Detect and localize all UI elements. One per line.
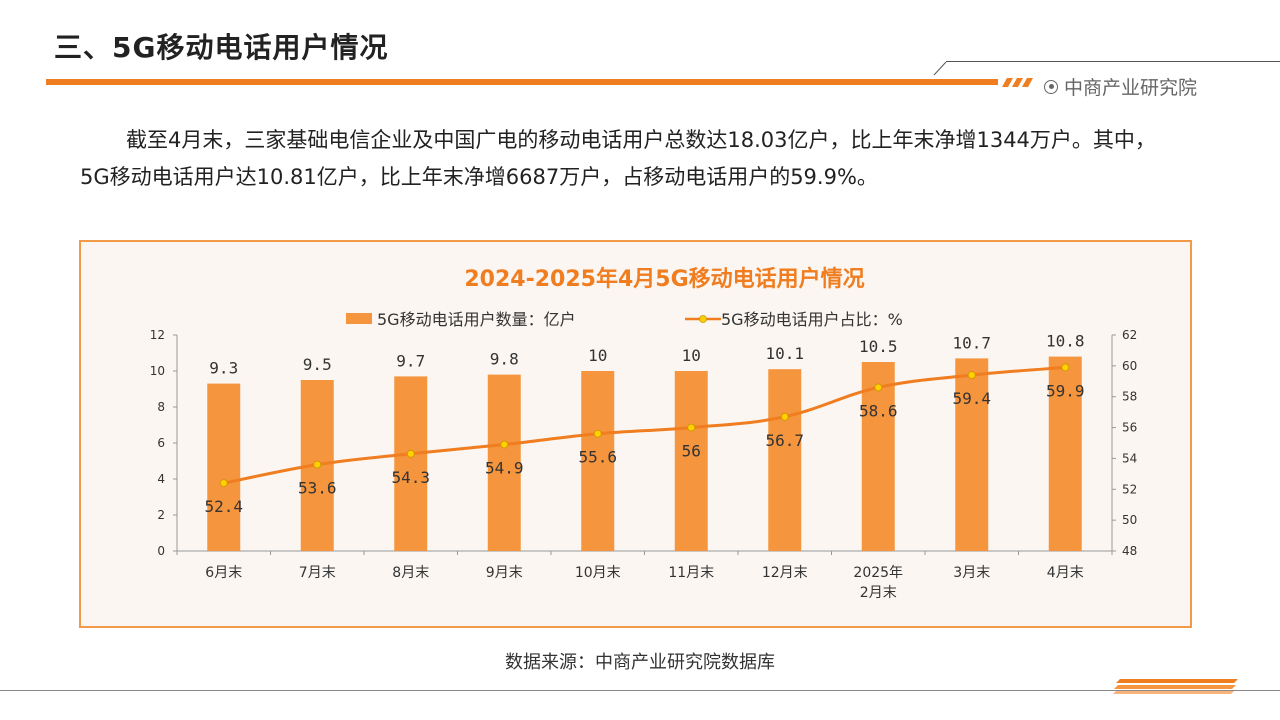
ratio-value-label: 58.6: [859, 401, 898, 420]
header-rule: [946, 61, 1280, 62]
ratio-point: [967, 371, 976, 380]
bar: [207, 383, 241, 551]
y-left-tick-label: 10: [150, 364, 165, 378]
bar: [674, 371, 708, 551]
chart: 2024-2025年4月5G移动电话用户情况 5G移动电话用户数量：亿户 5G移动电…: [150, 266, 1138, 601]
footer-rule: [0, 690, 1280, 691]
brand: 中商产业研究院: [1044, 73, 1197, 100]
legend-bar-swatch: [346, 313, 372, 324]
bar-value-label: 9.8: [490, 350, 519, 369]
ratio-point: [687, 423, 696, 432]
y-left-tick-label: 2: [157, 508, 165, 522]
data-source: 数据来源：中商产业研究院数据库: [505, 652, 775, 673]
ratio-point: [593, 429, 602, 438]
x-tick-label: 3月末: [953, 565, 990, 581]
x-tick-label: 2025年: [853, 565, 903, 581]
bar-value-label: 10.8: [1046, 332, 1085, 351]
y-right-tick-label: 48: [1122, 544, 1137, 558]
chart-panel: 2024-2025年4月5G移动电话用户情况 5G移动电话用户数量：亿户 5G移动电…: [79, 240, 1192, 628]
ratio-value-label: 54.3: [391, 468, 430, 487]
ratio-point: [874, 383, 883, 392]
bar: [861, 362, 895, 551]
bar: [487, 374, 521, 551]
ratio-point: [313, 460, 322, 469]
y-right-tick-label: 60: [1122, 359, 1137, 373]
ratio-point: [500, 440, 509, 449]
legend-line-marker: [699, 315, 707, 323]
x-tick-label: 2月末: [860, 585, 897, 601]
ratio-value-label: 56: [682, 442, 701, 461]
brand-name: 中商产业研究院: [1064, 77, 1198, 99]
bar: [1048, 356, 1082, 551]
y-left-tick-label: 4: [157, 472, 165, 486]
y-right-tick-label: 52: [1122, 482, 1137, 496]
ratio-value-label: 55.6: [578, 448, 617, 467]
bar-value-label: 10.7: [952, 333, 991, 352]
footer-stripes: [1113, 679, 1238, 694]
y-left-tick-label: 12: [150, 328, 165, 342]
y-right-tick-label: 54: [1122, 451, 1137, 465]
ratio-value-label: 52.4: [204, 497, 243, 516]
y-left-tick-label: 0: [157, 544, 165, 558]
ratio-value-label: 53.6: [298, 479, 337, 498]
ratio-value-label: 54.9: [485, 459, 524, 478]
y-left-tick-label: 8: [157, 400, 165, 414]
title-stripes: [1002, 78, 1033, 87]
legend-line-label: 5G移动电话用户占比：%: [721, 310, 903, 329]
x-tick-label: 7月末: [299, 565, 336, 581]
x-tick-label: 8月末: [392, 565, 429, 581]
summary-paragraph: 截至4月末，三家基础电信企业及中国广电的移动电话用户总数达18.03亿户，比上年…: [80, 128, 1156, 189]
bar: [768, 369, 802, 551]
ratio-point: [406, 449, 415, 458]
bar-value-label: 10: [588, 346, 607, 365]
ratio-value-label: 56.7: [765, 431, 804, 450]
header-rule-diagonal: [933, 62, 947, 76]
y-right-tick-label: 58: [1122, 390, 1137, 404]
y-right-tick-label: 50: [1122, 513, 1137, 527]
x-tick-label: 11月末: [668, 565, 714, 581]
bar: [955, 358, 989, 551]
page-title: 三、5G移动电话用户情况: [54, 31, 389, 64]
legend-bar-label: 5G移动电话用户数量：亿户: [377, 310, 576, 329]
bar: [394, 376, 428, 551]
bar-value-label: 9.5: [303, 355, 332, 374]
x-tick-label: 9月末: [486, 565, 523, 581]
x-tick-label: 4月末: [1047, 565, 1084, 581]
bar-value-label: 10.1: [765, 344, 804, 363]
bar-value-label: 9.3: [209, 359, 238, 378]
ratio-point: [780, 412, 789, 421]
target-icon: [1044, 79, 1058, 94]
y-right-tick-label: 62: [1122, 328, 1137, 342]
ratio-point: [1061, 363, 1070, 372]
ratio-line: [223, 365, 1066, 485]
x-tick-label: 12月末: [762, 565, 808, 581]
y-right-tick-label: 56: [1122, 421, 1137, 435]
title-underline: [46, 79, 998, 85]
chart-title: 2024-2025年4月5G移动电话用户情况: [464, 266, 864, 292]
bar-value-label: 10: [682, 346, 701, 365]
bar-value-label: 9.7: [396, 351, 425, 370]
y-left-tick-label: 6: [157, 436, 165, 450]
ratio-value-label: 59.4: [952, 389, 991, 408]
x-tick-label: 6月末: [205, 565, 242, 581]
ratio-value-label: 59.9: [1046, 381, 1085, 400]
ratio-point: [219, 479, 228, 488]
bar-value-label: 10.5: [859, 337, 898, 356]
bar: [581, 371, 615, 551]
x-tick-label: 10月末: [575, 565, 621, 581]
